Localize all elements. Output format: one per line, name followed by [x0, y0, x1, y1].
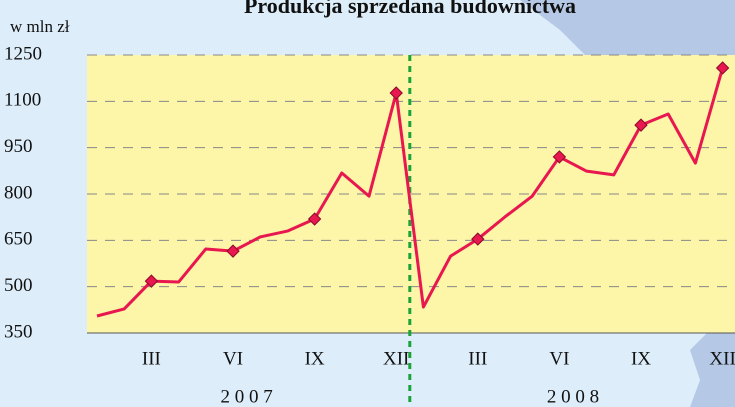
x-tick-label: III	[468, 348, 487, 369]
y-tick-label: 500	[4, 275, 33, 296]
x-tick-label: XII	[709, 348, 735, 369]
y-tick-label: 650	[4, 229, 33, 250]
year-label: 2 0 0 7	[220, 386, 272, 407]
y-tick-label: 800	[4, 182, 33, 203]
y-tick-label: 1250	[4, 43, 42, 64]
year-label: 2 0 0 8	[547, 386, 599, 407]
chart: Produkcja sprzedana budownictwa w mln zł…	[0, 0, 735, 407]
x-tick-label: IX	[305, 348, 325, 369]
chart-title: Produkcja sprzedana budownictwa	[244, 0, 576, 18]
y-tick-label: 1100	[4, 90, 41, 111]
y-tick-label: 350	[4, 321, 33, 342]
x-tick-label: VI	[549, 348, 569, 369]
x-tick-label: VI	[223, 348, 243, 369]
x-tick-label: IX	[631, 348, 651, 369]
x-tick-label: III	[142, 348, 161, 369]
page: Produkcja sprzedana budownictwa w mln zł…	[0, 0, 735, 407]
y-tick-label: 950	[4, 136, 33, 157]
x-tick-label: XII	[383, 348, 409, 369]
y-unit: w mln zł	[10, 17, 70, 36]
